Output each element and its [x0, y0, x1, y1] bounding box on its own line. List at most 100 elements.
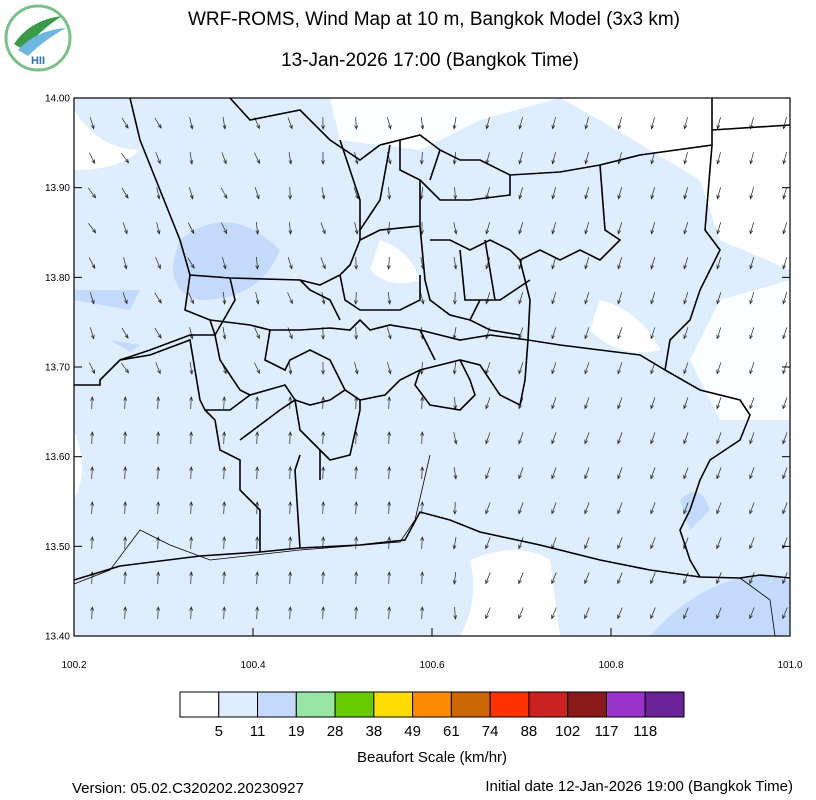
wind-arrow — [386, 256, 391, 270]
wind-arrow — [650, 117, 655, 130]
wind-arrow — [650, 222, 656, 235]
wind-arrow — [156, 466, 160, 480]
wind-arrow — [255, 606, 259, 620]
wind-arrow — [254, 152, 261, 165]
lon-label: 101.0 — [777, 660, 802, 671]
colorbar: 5 11 19 28 38 49 61 74 88 102 117 118 — [179, 691, 685, 740]
wind-arrow — [782, 502, 788, 515]
wind-arrow — [453, 186, 458, 200]
wind-arrow — [321, 151, 325, 165]
colorbar-swatch — [373, 691, 414, 718]
colorbar-label: 5 — [215, 723, 223, 740]
wind-arrow — [121, 117, 129, 129]
wind-arrow — [716, 327, 722, 340]
wind-arrow — [683, 607, 689, 620]
wind-arrow — [188, 292, 194, 305]
wind-arrow — [123, 606, 127, 620]
wind-arrow — [683, 292, 689, 305]
wind-arrow — [551, 432, 557, 445]
wind-arrow — [255, 396, 259, 410]
wind-arrow — [387, 501, 391, 515]
wind-arrow — [288, 362, 293, 375]
wind-arrow — [255, 571, 259, 585]
colorbar-label: 38 — [366, 723, 383, 740]
wind-arrow — [90, 536, 95, 550]
wind-arrow — [222, 327, 227, 340]
wind-arrow — [255, 222, 260, 235]
wind-arrow — [650, 327, 656, 340]
colorbar-swatch — [605, 691, 646, 718]
wind-arrow — [485, 432, 491, 445]
wind-arrow — [321, 396, 325, 410]
wind-arrow — [650, 152, 655, 165]
wind-arrow — [288, 536, 292, 550]
wind-arrow — [584, 257, 590, 270]
wind-arrow — [156, 222, 161, 235]
wind-arrow — [156, 187, 161, 200]
wind-arrow — [683, 502, 689, 515]
wind-arrow — [617, 327, 623, 340]
wind-arrow — [321, 431, 325, 445]
wind-arrow — [518, 432, 524, 445]
wind-arrow — [121, 187, 129, 199]
wind-arrow — [189, 396, 193, 410]
wind-arrow — [354, 222, 359, 235]
wind-arrow — [584, 432, 590, 445]
wind-arrow — [584, 117, 589, 130]
wind-arrow — [716, 292, 722, 305]
wind-arrow — [154, 117, 162, 129]
wind-arrow — [287, 117, 293, 130]
wind-arrow — [255, 536, 259, 550]
wind-arrow — [222, 117, 227, 130]
wind-arrow — [89, 152, 96, 165]
wind-arrow — [683, 327, 689, 340]
colorbar-label: 102 — [555, 723, 580, 740]
wind-arrow — [683, 222, 689, 235]
wind-arrow — [222, 466, 226, 480]
lon-label: 100.6 — [419, 660, 444, 671]
wind-arrow — [354, 606, 358, 620]
wind-arrow — [584, 362, 590, 375]
lat-label: 13.60 — [45, 452, 70, 463]
wind-arrow — [782, 152, 787, 165]
wind-arrow — [683, 572, 689, 585]
wind-arrow — [584, 292, 590, 305]
wind-arrow — [716, 152, 721, 165]
wind-arrow — [551, 467, 557, 480]
wind-arrow — [321, 292, 326, 305]
wind-arrow — [749, 152, 754, 165]
wind-arrow — [551, 257, 557, 270]
wind-arrow — [749, 397, 755, 410]
wind-arrow — [420, 536, 424, 550]
wind-arrow — [387, 431, 391, 445]
wind-arrow — [683, 362, 689, 375]
wind-arrow — [90, 606, 95, 620]
colorbar-title: Beaufort Scale (km/hr) — [357, 749, 507, 766]
wind-arrow — [189, 117, 194, 130]
wind-arrow — [155, 257, 161, 270]
colorbar-label: 61 — [443, 723, 460, 740]
wind-arrow — [518, 537, 524, 550]
colorbar-label: 49 — [404, 723, 421, 740]
wind-arrow — [189, 536, 193, 550]
wind-arrow — [551, 572, 557, 585]
wind-arrow — [121, 327, 129, 339]
wind-arrow — [485, 257, 491, 270]
wind-arrow — [453, 432, 458, 445]
wind-arrow — [321, 116, 325, 130]
wind-arrow — [419, 151, 424, 165]
wind-arrow — [650, 187, 655, 200]
wind-arrow — [321, 606, 325, 620]
wind-arrow — [222, 257, 227, 270]
wind-arrow — [123, 431, 127, 445]
wind-arrow — [420, 571, 424, 585]
wind-arrow — [254, 187, 260, 200]
wind-arrow — [288, 152, 293, 165]
wind-arrow — [749, 222, 755, 235]
colorbar-swatch — [450, 691, 491, 718]
coastline — [73, 454, 776, 637]
wind-arrow — [420, 466, 424, 480]
wind-arrow — [387, 466, 391, 480]
wind-arrow — [321, 501, 325, 515]
wind-arrow — [221, 222, 228, 235]
